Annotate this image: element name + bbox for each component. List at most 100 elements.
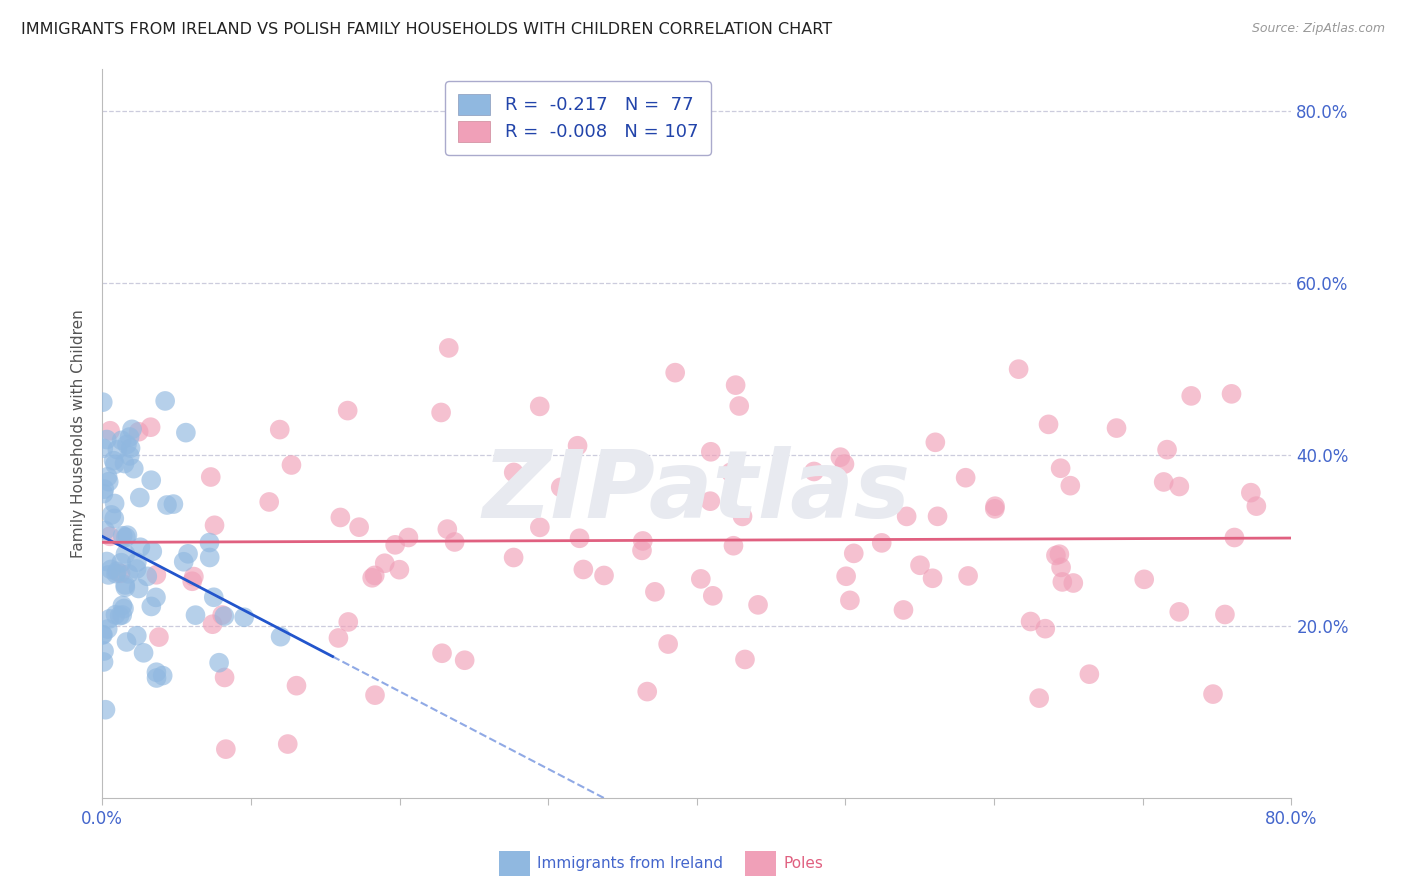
Point: [1047, 547, 1070, 561]
Point: [132, 646, 155, 660]
Point: [214, 609, 236, 624]
Point: [747, 598, 769, 612]
Point: [94, 524, 117, 538]
Point: [98, 612, 121, 626]
Point: [125, 555, 148, 569]
Point: [97, 568, 120, 582]
Point: [1105, 421, 1128, 435]
Point: [568, 531, 591, 545]
Point: [128, 582, 150, 596]
Point: [636, 684, 658, 698]
Point: [396, 531, 419, 545]
Point: [1213, 607, 1236, 622]
Point: [104, 496, 127, 510]
Point: [1049, 461, 1071, 475]
Point: [93, 655, 115, 669]
Point: [1059, 478, 1081, 492]
Point: [572, 562, 595, 576]
Point: [1052, 574, 1074, 589]
Point: [908, 558, 931, 573]
Point: [1223, 531, 1246, 545]
Point: [118, 430, 141, 444]
Point: [1202, 687, 1225, 701]
Point: [924, 435, 946, 450]
Point: [96, 433, 118, 447]
Point: [364, 688, 387, 702]
Point: [430, 646, 453, 660]
Point: [550, 480, 572, 494]
Point: [128, 425, 150, 439]
Point: [121, 422, 143, 436]
Point: [664, 366, 686, 380]
Point: [329, 510, 352, 524]
Point: [361, 571, 384, 585]
Point: [120, 441, 142, 455]
Point: [502, 550, 524, 565]
Point: [215, 742, 238, 756]
Point: [1168, 479, 1191, 493]
Point: [117, 528, 139, 542]
Point: [145, 665, 167, 680]
Point: [1033, 622, 1056, 636]
Point: [453, 653, 475, 667]
Point: [115, 530, 138, 544]
Point: [125, 562, 148, 576]
Point: [104, 607, 127, 622]
Point: [184, 608, 207, 623]
Point: [152, 668, 174, 682]
Point: [173, 555, 195, 569]
Point: [145, 591, 167, 605]
Point: [211, 607, 233, 622]
Point: [700, 444, 723, 458]
Point: [233, 610, 256, 624]
Point: [921, 571, 943, 585]
Point: [1062, 576, 1084, 591]
Point: [117, 566, 139, 581]
Text: IMMIGRANTS FROM IRELAND VS POLISH FAMILY HOUSEHOLDS WITH CHILDREN CORRELATION CH: IMMIGRANTS FROM IRELAND VS POLISH FAMILY…: [21, 22, 832, 37]
Point: [1180, 389, 1202, 403]
Point: [830, 450, 852, 465]
Point: [198, 550, 221, 565]
Point: [105, 564, 128, 578]
Point: [529, 400, 551, 414]
Point: [728, 399, 751, 413]
Point: [103, 511, 125, 525]
Point: [723, 539, 745, 553]
Point: [112, 601, 135, 615]
Point: [593, 568, 616, 582]
Point: [269, 423, 291, 437]
Point: [97, 469, 120, 483]
Point: [1028, 691, 1050, 706]
Point: [141, 599, 163, 614]
Point: [384, 538, 406, 552]
Point: [270, 630, 292, 644]
Point: [115, 635, 138, 649]
Point: [114, 547, 136, 561]
Point: [285, 679, 308, 693]
Point: [93, 482, 115, 496]
Point: [720, 465, 742, 479]
Point: [110, 556, 132, 570]
Point: [136, 569, 159, 583]
Point: [114, 580, 136, 594]
Point: [122, 461, 145, 475]
Point: [174, 425, 197, 440]
Point: [177, 547, 200, 561]
Point: [181, 574, 204, 589]
Point: [204, 518, 226, 533]
Point: [139, 420, 162, 434]
Point: [955, 471, 977, 485]
Point: [436, 522, 458, 536]
Point: [162, 497, 184, 511]
Point: [183, 569, 205, 583]
Point: [689, 572, 711, 586]
Point: [141, 473, 163, 487]
Point: [214, 670, 236, 684]
Point: [110, 566, 132, 581]
Point: [336, 403, 359, 417]
Point: [98, 424, 121, 438]
Point: [657, 637, 679, 651]
Point: [1133, 572, 1156, 586]
Point: [141, 544, 163, 558]
Point: [842, 546, 865, 560]
